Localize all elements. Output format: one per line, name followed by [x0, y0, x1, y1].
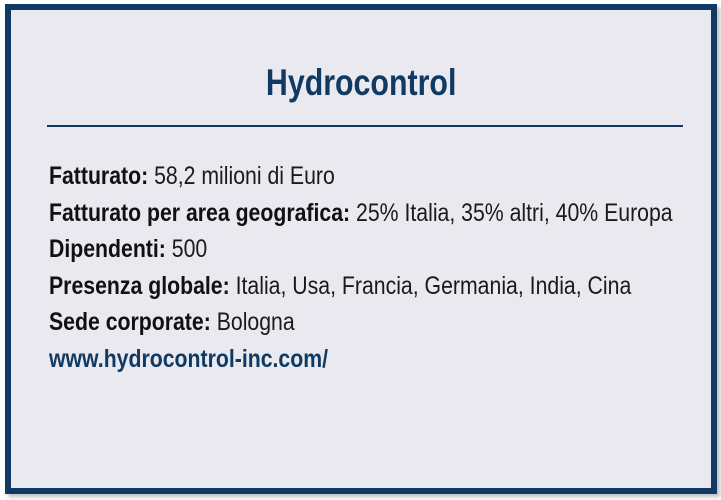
fact-global-presence: Presenza globale: Italia, Usa, Francia, …: [49, 268, 685, 305]
fact-employees: Dipendenti: 500: [49, 231, 685, 268]
fact-headquarters: Sede corporate: Bologna: [49, 304, 685, 341]
divider: [47, 125, 683, 127]
fact-value: 25% Italia, 35% altri, 40% Europa: [356, 198, 673, 227]
fact-value: 58,2 milioni di Euro: [154, 162, 335, 190]
company-fact-box: Hydrocontrol Fatturato: 58,2 milioni di …: [5, 4, 717, 494]
fact-revenue-by-area: Fatturato per area geografica: 25% Itali…: [49, 195, 685, 232]
title-wrap: Hydrocontrol: [11, 62, 711, 104]
fact-revenue: Fatturato: 58,2 milioni di Euro: [49, 158, 685, 195]
fact-label: Fatturato per area geografica:: [49, 198, 351, 227]
fact-value: 500: [171, 235, 208, 263]
facts-list: Fatturato: 58,2 milioni di Euro Fatturat…: [49, 158, 685, 377]
company-title: Hydrocontrol: [265, 62, 457, 103]
fact-value: Bologna: [216, 308, 295, 336]
website-line: www.hydrocontrol-inc.com/: [49, 341, 685, 378]
fact-label: Dipendenti:: [49, 235, 166, 263]
fact-label: Presenza globale:: [49, 271, 230, 300]
fact-label: Sede corporate:: [49, 308, 211, 336]
fact-value: Italia, Usa, Francia, Germania, India, C…: [235, 271, 632, 300]
website-link[interactable]: www.hydrocontrol-inc.com/: [49, 344, 329, 373]
fact-label: Fatturato:: [49, 162, 149, 190]
